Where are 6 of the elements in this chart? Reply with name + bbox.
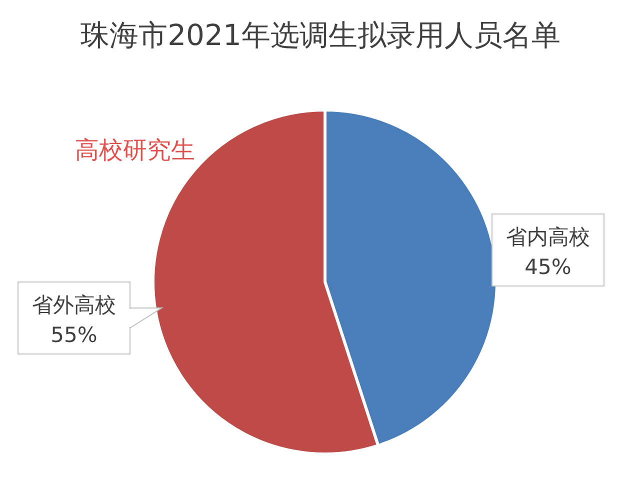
data-label: 55% <box>50 323 98 347</box>
slice-label: 省外高校 <box>32 293 116 317</box>
text: 高校研究生 <box>75 136 195 164</box>
data-label: 45% <box>524 255 572 279</box>
slice-label: 省内高校 <box>506 225 590 249</box>
chart-title: 珠海市2021年选调生拟录用人员名单 <box>80 18 560 52</box>
